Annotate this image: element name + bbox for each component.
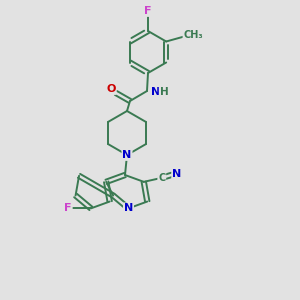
Text: H: H bbox=[160, 87, 168, 97]
Text: CH₃: CH₃ bbox=[183, 29, 203, 40]
Text: C: C bbox=[158, 173, 165, 183]
Text: N: N bbox=[122, 150, 132, 160]
Text: O: O bbox=[106, 84, 116, 94]
Text: N: N bbox=[152, 87, 160, 97]
Text: N: N bbox=[124, 203, 133, 213]
Text: N: N bbox=[172, 169, 182, 179]
Text: F: F bbox=[144, 6, 152, 16]
Text: F: F bbox=[64, 203, 72, 213]
